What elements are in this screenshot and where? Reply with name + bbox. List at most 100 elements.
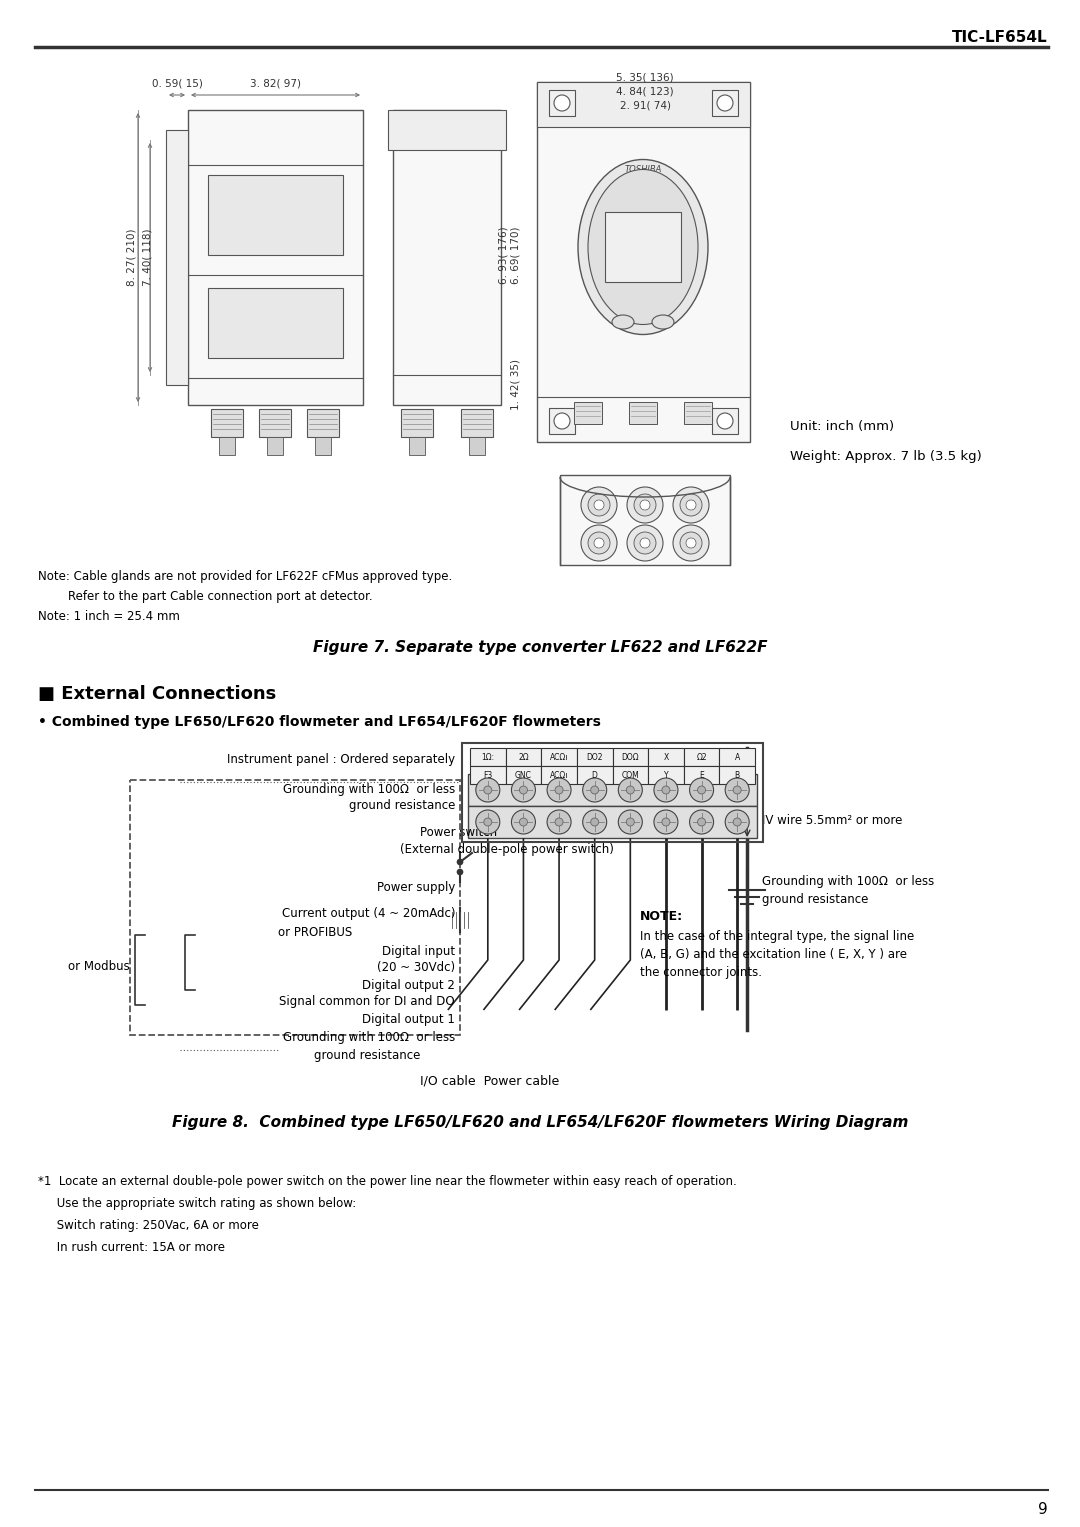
Text: 7. 40( 118): 7. 40( 118) <box>143 228 153 286</box>
Text: Grounding with 100Ω  or less: Grounding with 100Ω or less <box>283 1032 455 1044</box>
Text: Digital output 1: Digital output 1 <box>362 1014 455 1026</box>
Circle shape <box>673 487 708 524</box>
Circle shape <box>554 412 570 429</box>
Bar <box>605 212 681 282</box>
Text: Use the appropriate switch rating as shown below:: Use the appropriate switch rating as sho… <box>38 1197 356 1209</box>
Text: 8. 27( 210): 8. 27( 210) <box>126 228 136 286</box>
Text: 1. 42( 35): 1. 42( 35) <box>511 359 521 411</box>
Text: Note: 1 inch = 25.4 mm: Note: 1 inch = 25.4 mm <box>38 609 180 623</box>
Text: ground resistance: ground resistance <box>313 1049 420 1063</box>
Circle shape <box>680 495 702 516</box>
Bar <box>211 409 243 437</box>
Circle shape <box>476 777 500 802</box>
Text: Figure 7. Separate type converter LF622 and LF622F: Figure 7. Separate type converter LF622 … <box>313 640 767 655</box>
Circle shape <box>594 499 604 510</box>
Text: DOΩ: DOΩ <box>621 753 639 762</box>
Ellipse shape <box>588 169 698 325</box>
Bar <box>684 402 712 425</box>
Circle shape <box>634 531 656 554</box>
Bar <box>648 748 684 767</box>
Circle shape <box>686 499 696 510</box>
Circle shape <box>717 412 733 429</box>
Text: Refer to the part Cable connection port at detector.: Refer to the part Cable connection port … <box>38 589 373 603</box>
Circle shape <box>591 786 598 794</box>
Bar <box>267 437 283 455</box>
Text: TIC-LF654L: TIC-LF654L <box>953 31 1048 46</box>
Text: In rush current: 15A or more: In rush current: 15A or more <box>38 1241 225 1254</box>
Circle shape <box>626 786 634 794</box>
Ellipse shape <box>612 315 634 328</box>
Ellipse shape <box>578 159 708 334</box>
Ellipse shape <box>652 315 674 328</box>
Circle shape <box>583 777 607 802</box>
Text: 2. 91( 74): 2. 91( 74) <box>620 99 671 110</box>
Circle shape <box>548 809 571 834</box>
Circle shape <box>591 818 598 826</box>
Circle shape <box>594 538 604 548</box>
Text: or Modbus: or Modbus <box>68 960 130 974</box>
Circle shape <box>484 818 491 826</box>
Text: COM: COM <box>621 771 639 779</box>
Circle shape <box>686 538 696 548</box>
Text: Digital input: Digital input <box>382 945 455 957</box>
Bar <box>505 748 541 767</box>
Text: DO2: DO2 <box>586 753 603 762</box>
Text: In the case of the integral type, the signal line: In the case of the integral type, the si… <box>640 930 915 944</box>
Circle shape <box>554 95 570 111</box>
Bar <box>470 767 505 783</box>
Bar <box>541 767 577 783</box>
Bar <box>219 437 235 455</box>
Text: Digital output 2: Digital output 2 <box>362 979 455 991</box>
Circle shape <box>519 786 527 794</box>
Text: (A, B, G) and the excitation line ( E, X, Y ) are: (A, B, G) and the excitation line ( E, X… <box>640 948 907 960</box>
Circle shape <box>519 818 527 826</box>
Bar <box>468 806 757 838</box>
Text: Y: Y <box>663 771 669 779</box>
Circle shape <box>548 777 571 802</box>
Circle shape <box>662 786 670 794</box>
Bar <box>166 130 188 385</box>
Bar <box>462 744 762 841</box>
Text: F3: F3 <box>483 771 492 779</box>
Bar <box>541 748 577 767</box>
Circle shape <box>627 487 663 524</box>
Text: I/O cable  Power cable: I/O cable Power cable <box>420 1075 559 1089</box>
Bar <box>577 748 612 767</box>
Circle shape <box>698 818 705 826</box>
Bar <box>577 767 612 783</box>
Text: (20 ~ 30Vdc): (20 ~ 30Vdc) <box>377 962 455 974</box>
Circle shape <box>634 495 656 516</box>
Bar <box>188 110 363 405</box>
Circle shape <box>555 818 563 826</box>
Text: Grounding with 100Ω  or less: Grounding with 100Ω or less <box>762 875 934 889</box>
Text: 3. 82( 97): 3. 82( 97) <box>249 78 300 89</box>
Circle shape <box>619 809 643 834</box>
Text: ground resistance: ground resistance <box>349 800 455 812</box>
Bar <box>629 402 657 425</box>
Circle shape <box>733 786 741 794</box>
Circle shape <box>619 777 643 802</box>
Circle shape <box>512 777 536 802</box>
Circle shape <box>626 818 634 826</box>
Text: 1Ω:: 1Ω: <box>482 753 495 762</box>
Text: Grounding with 100Ω  or less: Grounding with 100Ω or less <box>283 783 455 797</box>
Circle shape <box>476 809 500 834</box>
Bar <box>208 289 343 357</box>
Text: Switch rating: 250Vac, 6A or more: Switch rating: 250Vac, 6A or more <box>38 1219 259 1232</box>
Bar <box>307 409 339 437</box>
Bar <box>537 82 750 127</box>
Text: 9: 9 <box>1038 1503 1048 1518</box>
Text: 6. 93( 176): 6. 93( 176) <box>498 226 508 284</box>
Text: Weight: Approx. 7 lb (3.5 kg): Weight: Approx. 7 lb (3.5 kg) <box>789 450 982 463</box>
Text: Instrument panel : Ordered separately: Instrument panel : Ordered separately <box>227 753 455 767</box>
Circle shape <box>698 786 705 794</box>
Circle shape <box>588 495 610 516</box>
Circle shape <box>484 786 491 794</box>
Circle shape <box>581 525 617 560</box>
Text: ■ External Connections: ■ External Connections <box>38 686 276 702</box>
Text: the connector joints.: the connector joints. <box>640 967 762 979</box>
Bar <box>461 409 492 437</box>
Bar <box>259 409 291 437</box>
Text: GNC: GNC <box>515 771 531 779</box>
Circle shape <box>653 809 678 834</box>
